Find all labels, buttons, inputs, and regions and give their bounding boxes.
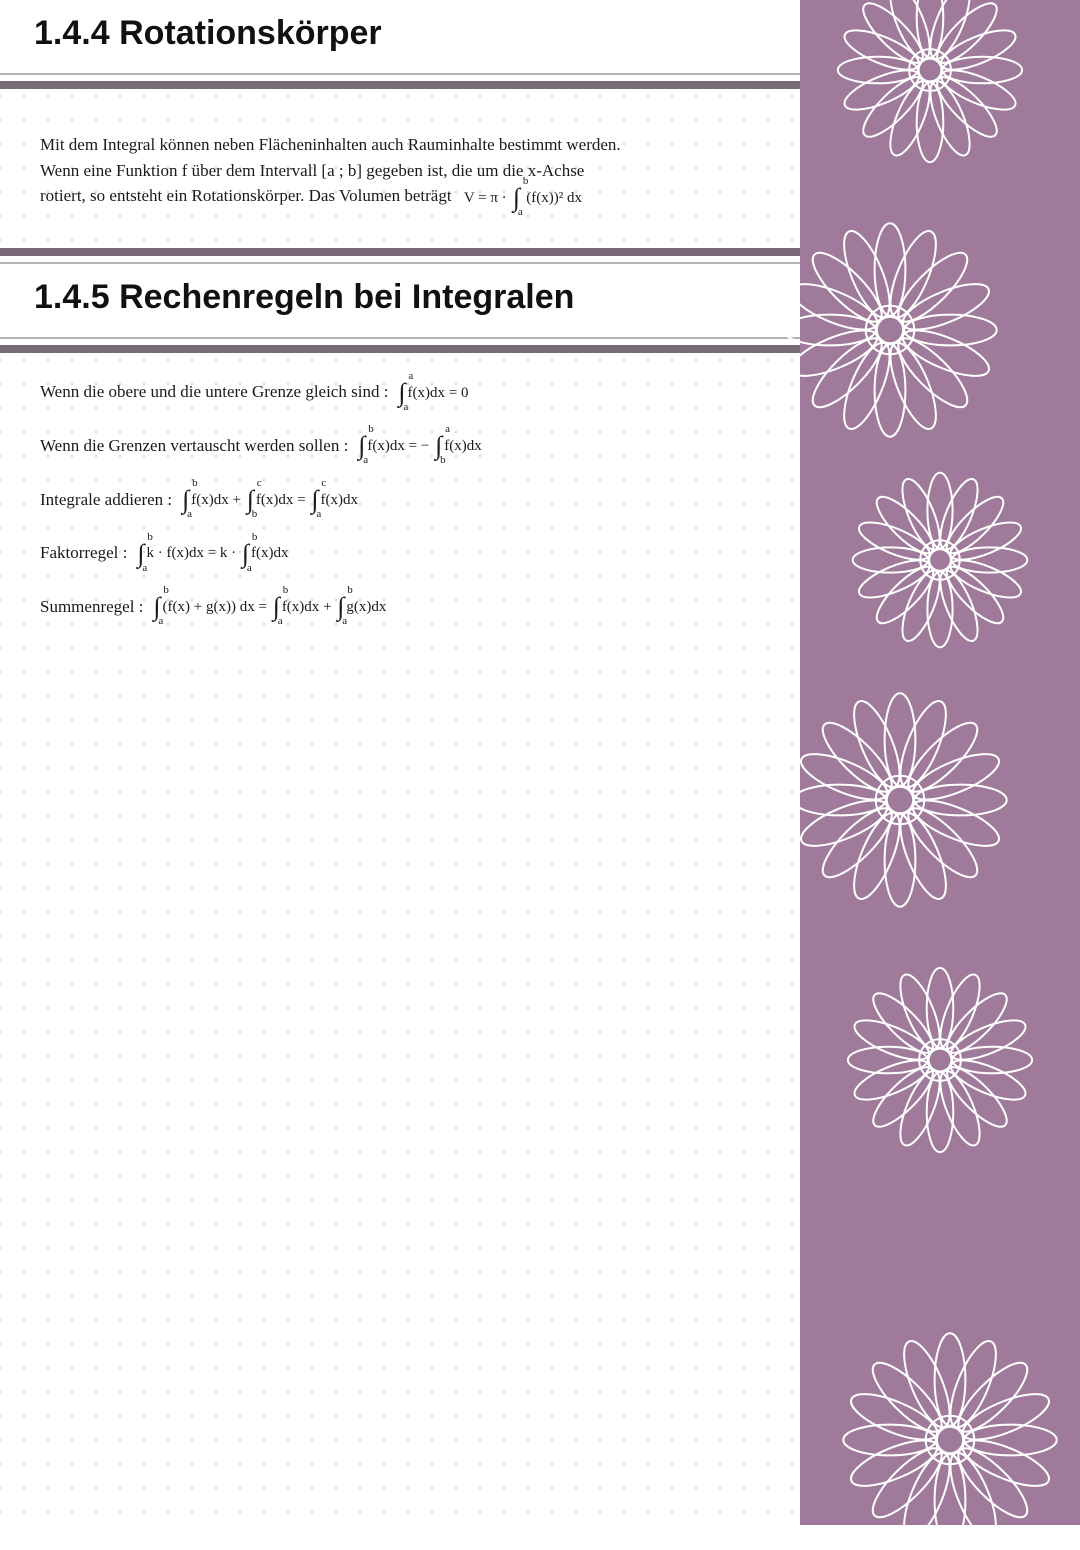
lower-bound: a (363, 455, 368, 466)
rule-label: Wenn die Grenzen vertauscht werden solle… (40, 433, 348, 459)
lower-bound: b (440, 455, 446, 466)
integrand: f(x)dx (282, 599, 320, 615)
flower-icon (845, 965, 1035, 1155)
body-line: rotiert, so entsteht ein Rotationskörper… (40, 183, 780, 211)
integral-symbol: ∫ba (137, 541, 144, 567)
rule-line: Summenregel :∫ba(f(x) + g(x)) dx = ∫baf(… (40, 593, 780, 621)
heading-rule-thick (0, 345, 800, 353)
integrand: f(x)dx (251, 545, 289, 561)
rule-formula: ∫ba(f(x) + g(x)) dx = ∫baf(x)dx + ∫bag(x… (151, 593, 386, 620)
integral-symbol: ∫ab (435, 433, 442, 459)
flower-icon (790, 690, 1010, 910)
integrand: f(x)dx (444, 438, 482, 454)
body-line-text: rotiert, so entsteht ein Rotationskörper… (40, 186, 452, 205)
lower-bound: a (278, 616, 283, 627)
rule-label: Integrale addieren : (40, 487, 172, 513)
operator: = (255, 599, 271, 615)
operator: = (293, 492, 309, 508)
integral-symbol: ∫ba (273, 594, 280, 620)
rule-line: Integrale addieren :∫baf(x)dx + ∫cbf(x)d… (40, 485, 780, 513)
upper-bound: b (147, 532, 153, 543)
section-2-body: Wenn die obere und die untere Grenze gle… (40, 378, 780, 646)
integral-symbol: ∫ba (337, 594, 344, 620)
upper-bound: c (257, 478, 262, 489)
section-1-heading: 1.4.4 Rotationskörper (0, 0, 800, 89)
operator: + (229, 492, 245, 508)
integrand: k · f(x)dx (146, 545, 203, 561)
lower-bound: b (252, 509, 258, 520)
integrand: (f(x) + g(x)) dx (163, 599, 255, 615)
flower-icon (835, 0, 1025, 165)
upper-bound: b (347, 585, 353, 596)
upper-bound: b (192, 478, 198, 489)
operator: = k · (204, 545, 240, 561)
operator: + (319, 599, 335, 615)
upper-bound: b (252, 532, 258, 543)
integral-symbol: ∫ba (242, 541, 249, 567)
integral-symbol: ∫ba (358, 433, 365, 459)
upper-bound: b (163, 585, 169, 596)
section-1-title: 1.4.4 Rotationskörper (0, 0, 800, 73)
dot-grid (0, 0, 800, 1525)
paper-area: 1.4.4 Rotationskörper Mit dem Integral k… (0, 0, 800, 1525)
rule-line: Faktorregel :∫bak · f(x)dx = k · ∫baf(x)… (40, 539, 780, 567)
operator: = 0 (445, 384, 468, 400)
section-2-heading: 1.4.5 Rechenregeln bei Integralen (0, 248, 800, 353)
integrand: g(x)dx (346, 599, 386, 615)
rule-line: Wenn die Grenzen vertauscht werden solle… (40, 432, 780, 460)
upper-bound: c (321, 478, 326, 489)
lower-bound: a (187, 509, 192, 520)
operator: = − (405, 438, 433, 454)
volume-formula: V = π · ∫ b a (f(x))² dx (464, 184, 582, 211)
integrand: f(x)dx (256, 492, 294, 508)
rule-formula: ∫baf(x)dx + ∫cbf(x)dx = ∫caf(x)dx (180, 486, 358, 513)
upper-bound: b (368, 424, 374, 435)
upper-bound: a (408, 371, 413, 382)
heading-rule-thick (0, 81, 800, 89)
integral-symbol: ∫cb (247, 487, 254, 513)
integral-symbol: ∫ b a (513, 185, 520, 211)
lower-bound: a (158, 616, 163, 627)
rule-label: Wenn die obere und die untere Grenze gle… (40, 379, 388, 405)
rule-line: Wenn die obere und die untere Grenze gle… (40, 378, 780, 406)
integrand: f(x)dx (408, 384, 446, 400)
rule-label: Faktorregel : (40, 540, 127, 566)
heading-rule-thick (0, 248, 800, 256)
rule-label: Summenregel : (40, 594, 143, 620)
flower-icon (840, 1330, 1060, 1550)
integral-symbol: ∫aa (398, 380, 405, 406)
body-line: Mit dem Integral können neben Flächeninh… (40, 132, 780, 158)
upper-bound: a (445, 424, 450, 435)
rule-formula: ∫bak · f(x)dx = k · ∫baf(x)dx (135, 539, 288, 566)
flower-icon (780, 220, 1000, 440)
lower-bound: a (316, 509, 321, 520)
upper-bound: b (283, 585, 289, 596)
integral-symbol: ∫ca (311, 487, 318, 513)
integrand: f(x)dx (367, 438, 405, 454)
lower-bound: a (403, 402, 408, 413)
lower-bound: a (247, 563, 252, 574)
integral-symbol: ∫ba (182, 487, 189, 513)
lower-bound: a (342, 616, 347, 627)
flower-icon (850, 470, 1030, 650)
integral-symbol: ∫ba (153, 594, 160, 620)
body-line: Wenn eine Funktion f über dem Intervall … (40, 158, 780, 184)
rule-formula: ∫baf(x)dx = − ∫abf(x)dx (356, 432, 481, 459)
section-2-title: 1.4.5 Rechenregeln bei Integralen (0, 264, 800, 337)
rule-formula: ∫aaf(x)dx = 0 (396, 379, 468, 406)
integrand: f(x)dx (320, 492, 358, 508)
lower-bound: a (142, 563, 147, 574)
section-1-body: Mit dem Integral können neben Flächeninh… (40, 132, 780, 211)
integrand: f(x)dx (191, 492, 229, 508)
